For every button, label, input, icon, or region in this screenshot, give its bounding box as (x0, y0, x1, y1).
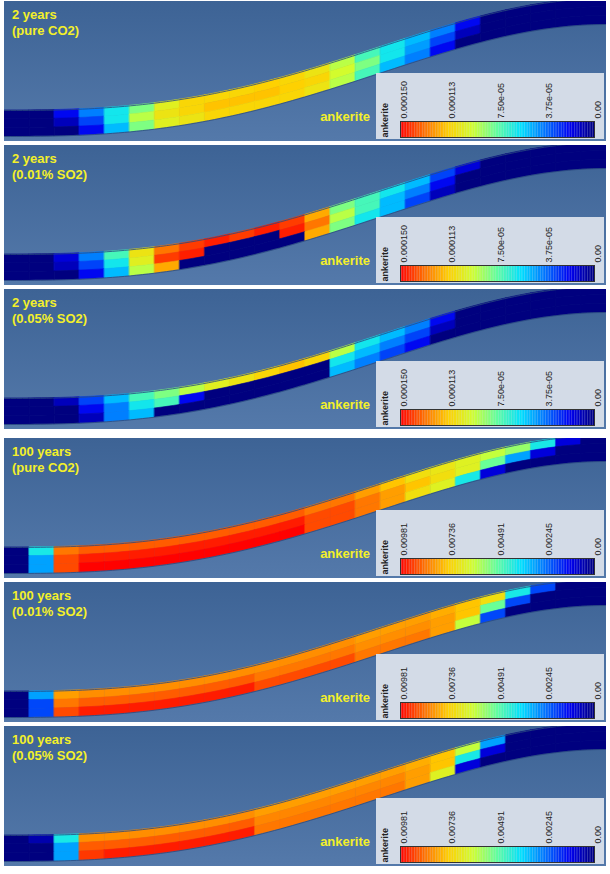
svg-text:0.00736: 0.00736 (447, 523, 457, 556)
svg-text:ankerite: ankerite (380, 540, 390, 575)
html-text:(pure CO2): (pure CO2) (12, 23, 80, 38)
svg-text:0.000150: 0.000150 (399, 369, 409, 407)
html-text:(0.05% SO2): (0.05% SO2) (12, 311, 88, 326)
html-text:(0.05% SO2): (0.05% SO2) (12, 748, 88, 763)
html-text:100 years: 100 years (12, 588, 72, 603)
svg-text:ankerite: ankerite (380, 828, 390, 863)
svg-text:3.75e-05: 3.75e-05 (544, 371, 554, 407)
svg-text:0.00: 0.00 (593, 826, 603, 844)
svg-text:0.00736: 0.00736 (447, 811, 457, 844)
svg-text:0.00981: 0.00981 (399, 667, 409, 700)
svg-text:0.00491: 0.00491 (496, 523, 506, 556)
svg-text:0.00245: 0.00245 (544, 523, 554, 556)
svg-text:0.00491: 0.00491 (496, 811, 506, 844)
svg-text:0.000150: 0.000150 (399, 81, 409, 119)
svg-text:0.000150: 0.000150 (399, 225, 409, 263)
svg-text:0.00981: 0.00981 (399, 811, 409, 844)
html-text:100 years: 100 years (12, 444, 72, 459)
svg-text:0.00: 0.00 (593, 101, 603, 119)
svg-text:3.75e-05: 3.75e-05 (544, 227, 554, 263)
svg-text:0.00245: 0.00245 (544, 667, 554, 700)
html-text:ankerite: ankerite (320, 834, 370, 849)
svg-text:0.00491: 0.00491 (496, 667, 506, 700)
svg-text:0.00981: 0.00981 (399, 523, 409, 556)
html-text:2 years: 2 years (12, 295, 57, 310)
html-text:(pure CO2): (pure CO2) (12, 460, 80, 475)
svg-text:7.50e-05: 7.50e-05 (496, 227, 506, 263)
svg-text:0.00736: 0.00736 (447, 667, 457, 700)
html-text:ankerite: ankerite (320, 690, 370, 705)
svg-text:3.75e-05: 3.75e-05 (544, 83, 554, 119)
svg-text:ankerite: ankerite (380, 391, 390, 426)
svg-text:ankerite: ankerite (380, 684, 390, 719)
svg-text:0.00: 0.00 (593, 245, 603, 263)
svg-text:7.50e-05: 7.50e-05 (496, 371, 506, 407)
svg-text:ankerite: ankerite (380, 103, 390, 138)
html-text:ankerite: ankerite (320, 109, 370, 124)
svg-text:0.00245: 0.00245 (544, 811, 554, 844)
svg-text:7.50e-05: 7.50e-05 (496, 83, 506, 119)
svg-text:0.00: 0.00 (593, 682, 603, 700)
html-text:ankerite: ankerite (320, 253, 370, 268)
svg-text:0.000113: 0.000113 (447, 370, 457, 407)
svg-text:0.00: 0.00 (593, 538, 603, 556)
svg-text:0.00: 0.00 (593, 389, 603, 407)
html-text:(0.01% SO2): (0.01% SO2) (12, 604, 88, 619)
html-text:ankerite: ankerite (320, 546, 370, 561)
html-text:100 years: 100 years (12, 732, 72, 747)
svg-text:ankerite: ankerite (380, 247, 390, 282)
svg-text:0.000113: 0.000113 (447, 226, 457, 263)
html-text:ankerite: ankerite (320, 397, 370, 412)
html-text:(0.01% SO2): (0.01% SO2) (12, 167, 88, 182)
html-text:2 years: 2 years (12, 151, 57, 166)
svg-text:0.000113: 0.000113 (447, 82, 457, 119)
html-text:2 years: 2 years (12, 7, 57, 22)
